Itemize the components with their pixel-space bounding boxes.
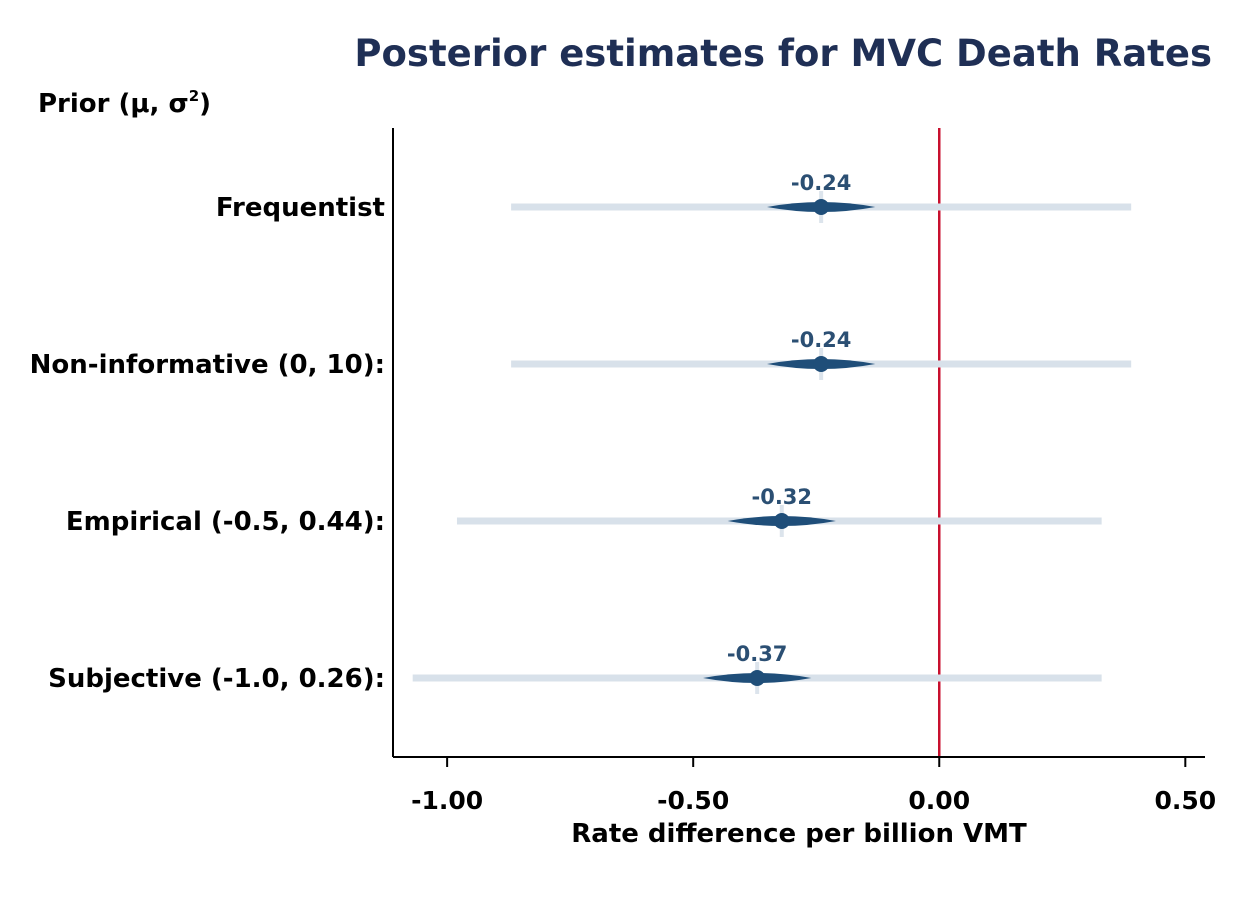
row-label: Frequentist [216,193,385,223]
x-tick-label: 0.50 [1154,786,1216,815]
x-tick-label: -1.00 [411,786,483,815]
y-axis-title-suffix: ) [199,89,211,119]
y-axis-title-prefix: Prior (μ, σ [38,89,189,119]
x-tick-label: -0.50 [657,786,729,815]
y-axis-title: Prior (μ, σ2) [38,87,211,119]
estimate-label: -0.24 [791,328,852,352]
x-axis-ticks: -1.00 -0.50 0.00 0.50 [411,757,1216,815]
plot-area: Frequentist -0.24 Non-informative (0, 10):… [30,128,1132,757]
row-label: Empirical (-0.5, 0.44): [66,507,385,537]
x-axis-title: Rate difference per billion VMT [571,819,1027,849]
estimate-point [773,513,790,529]
estimate-label: -0.32 [752,485,813,509]
estimate-label: -0.24 [791,171,852,195]
chart-title: Posterior estimates for MVC Death Rates [354,32,1212,75]
row-label: Subjective (-1.0, 0.26): [48,664,385,694]
estimate-point [749,670,766,686]
estimate-point [813,199,830,215]
y-axis-title-sup: 2 [189,87,199,105]
row-label: Non-informative (0, 10): [30,350,385,380]
estimate-label: -0.37 [727,642,788,666]
estimate-point [813,356,830,372]
x-tick-label: 0.00 [908,786,970,815]
